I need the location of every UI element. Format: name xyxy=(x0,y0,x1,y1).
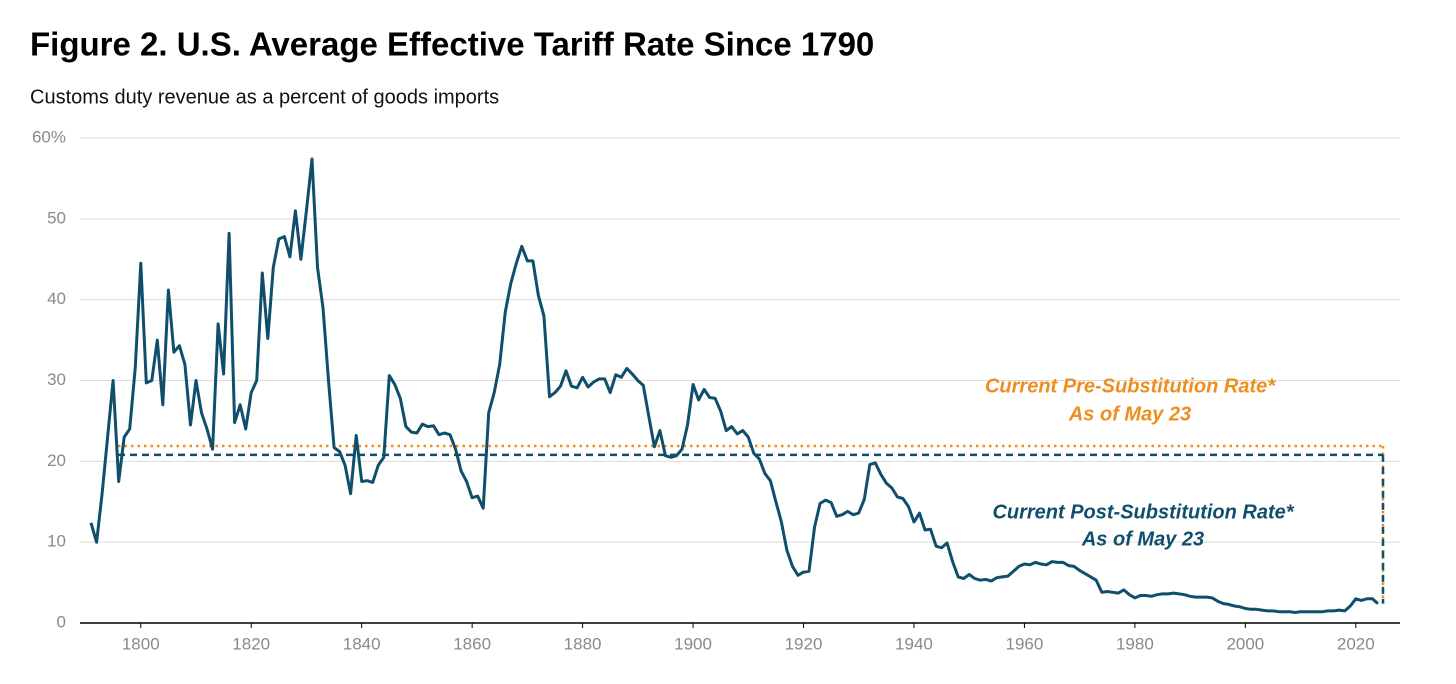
x-tick-label: 1960 xyxy=(1006,634,1044,653)
reference-sublabel: As of May 23 xyxy=(1081,528,1204,550)
x-tick-label: 1800 xyxy=(122,634,160,653)
y-tick-label: 50 xyxy=(47,208,66,227)
chart-subtitle: Customs duty revenue as a percent of goo… xyxy=(30,86,499,108)
x-tick-label: 1820 xyxy=(232,634,270,653)
chart-title: Figure 2. U.S. Average Effective Tariff … xyxy=(30,26,874,63)
y-tick-label: 40 xyxy=(47,289,66,308)
x-tick-label: 1920 xyxy=(785,634,823,653)
y-tick-label: 0 xyxy=(57,612,66,631)
x-tick-label: 2020 xyxy=(1337,634,1375,653)
x-tick-label: 1940 xyxy=(895,634,933,653)
y-tick-label: 20 xyxy=(47,451,66,470)
reference-sublabel: As of May 23 xyxy=(1068,403,1191,425)
x-tick-label: 1840 xyxy=(343,634,381,653)
y-tick-label: 30 xyxy=(47,370,66,389)
x-tick-label: 1980 xyxy=(1116,634,1154,653)
y-tick-label: 10 xyxy=(47,532,66,551)
reference-label: Current Post-Substitution Rate* xyxy=(992,501,1294,523)
x-tick-label: 1880 xyxy=(564,634,602,653)
x-tick-label: 2000 xyxy=(1226,634,1264,653)
series-line xyxy=(89,157,1379,614)
reference-label: Current Pre-Substitution Rate* xyxy=(985,375,1276,397)
x-tick-label: 1900 xyxy=(674,634,712,653)
y-tick-label: 60% xyxy=(32,127,66,146)
x-tick-label: 1860 xyxy=(453,634,491,653)
